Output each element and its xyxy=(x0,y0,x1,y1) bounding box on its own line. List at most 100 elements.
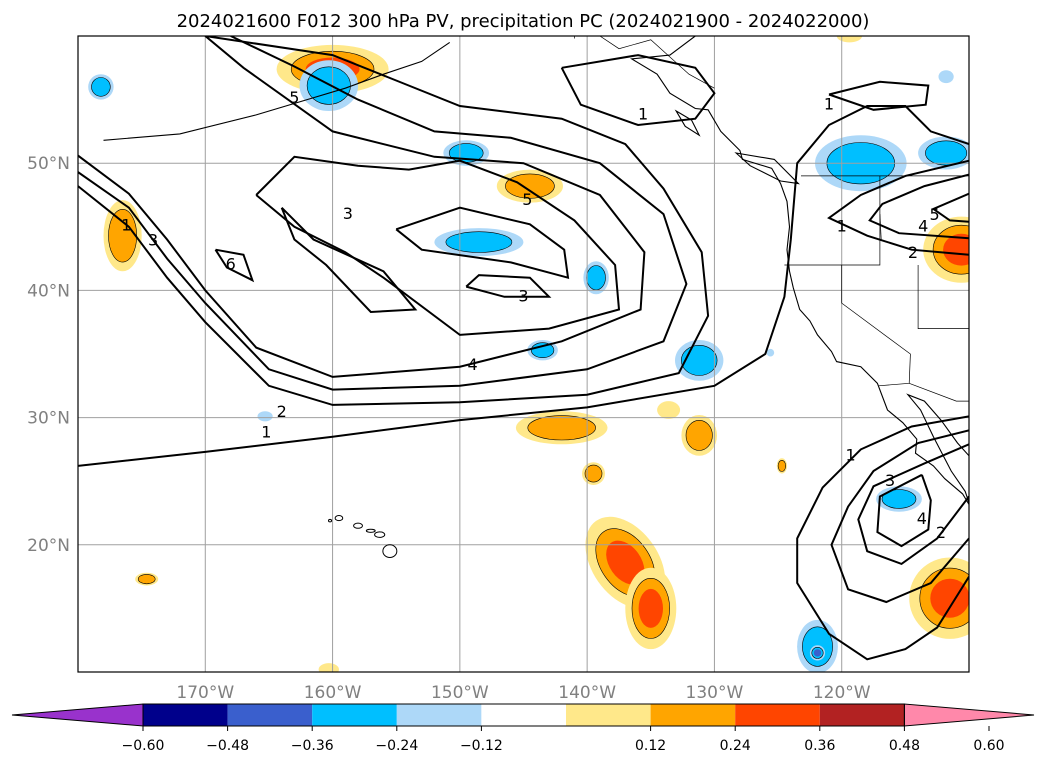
contour-label: 3 xyxy=(885,471,895,490)
longitude-tick-labels: 170°W 160°W 150°W 140°W 130°W 120°W xyxy=(176,683,870,703)
contour-label: 1 xyxy=(261,423,271,442)
contour-label: 5 xyxy=(522,190,532,209)
precip-negative-anomaly-region xyxy=(938,70,954,84)
latitude-tick-label: 40°N xyxy=(27,281,70,301)
pv-contour-line xyxy=(280,206,418,314)
longitude-tick-label: 140°W xyxy=(558,683,616,703)
pv-contour-line xyxy=(796,415,969,661)
hawaii-island xyxy=(374,531,386,538)
political-border xyxy=(909,382,969,402)
colorbar-segment xyxy=(735,704,820,726)
precip-positive-anomaly-region xyxy=(638,588,663,628)
pv-contour-line xyxy=(828,80,930,111)
precip-negative-anomaly-region xyxy=(586,265,606,291)
contour-label: 2 xyxy=(277,402,287,421)
precip-negative-anomaly-region xyxy=(813,649,822,657)
latitude-tick-labels: 20°N 30°N 40°N 50°N xyxy=(27,154,70,556)
precip-positive-anomaly-region xyxy=(930,578,969,618)
precip-negative-anomaly-region xyxy=(91,77,111,97)
precip-positive-anomaly-region xyxy=(584,464,603,483)
pv-contour-line xyxy=(876,473,932,548)
colorbar-tick-label: −0.36 xyxy=(291,738,334,754)
coastlines xyxy=(103,36,969,559)
colorbar-segment xyxy=(819,704,905,726)
pv-contour-line xyxy=(78,105,969,467)
precip-negative-anomaly-region xyxy=(257,411,273,422)
precip-positive-anomaly-region xyxy=(137,574,156,585)
colorbar-tick-label: 0.48 xyxy=(889,738,920,754)
hawaii-island xyxy=(328,518,333,523)
latitude-tick-label: 50°N xyxy=(27,154,70,174)
contour-label: 1 xyxy=(638,105,648,124)
precip-negative-anomaly-region xyxy=(306,66,351,105)
pv-contour-line xyxy=(830,429,969,604)
pv-contour-line xyxy=(78,36,710,406)
colorbar-tick-label: −0.12 xyxy=(460,738,503,754)
precip-positive-anomaly-region xyxy=(505,173,555,199)
contour-label: 3 xyxy=(148,231,158,250)
precip-positive-anomaly-region xyxy=(318,663,339,672)
colorbar-tick-label: −0.24 xyxy=(375,738,418,754)
longitude-tick-label: 170°W xyxy=(176,683,234,703)
hawaii-island xyxy=(334,515,344,522)
political-border xyxy=(841,265,911,387)
colorbar-tick-label: 0.24 xyxy=(720,738,751,754)
contour-label: 5 xyxy=(289,88,299,107)
longitude-tick-label: 160°W xyxy=(304,683,362,703)
pv-contour-line xyxy=(857,443,969,566)
precip-positive-anomaly-region xyxy=(606,540,645,585)
colorbar-segment xyxy=(312,704,397,726)
aleutian-alaska-coast xyxy=(103,41,451,141)
colorbar-extend-min xyxy=(11,703,144,727)
colorbar-extend-max xyxy=(903,703,1035,727)
colorbar-segment xyxy=(566,704,651,726)
pv-contour-line xyxy=(827,159,969,256)
contour-label: 1 xyxy=(837,217,847,236)
map-frame xyxy=(77,35,970,673)
haida-gwaii-island xyxy=(674,109,701,137)
contour-label: 5 xyxy=(930,205,940,224)
hawaii-island xyxy=(353,522,363,529)
precip-negative-anomaly-region xyxy=(445,231,513,253)
precip-positive-anomaly-region xyxy=(685,419,713,451)
precipitation-anomaly-layer xyxy=(88,36,969,672)
pv-contours xyxy=(78,36,969,661)
colorbar-tick-label: 0.12 xyxy=(635,738,666,754)
colorbar-segment xyxy=(481,704,566,726)
hawaii-island xyxy=(365,528,376,533)
contour-label: 6 xyxy=(226,255,236,274)
political-border xyxy=(599,36,715,89)
longitude-tick-label: 130°W xyxy=(686,683,744,703)
colorbar-segment xyxy=(650,704,736,726)
pv-contour-line xyxy=(868,173,969,240)
latitude-tick-label: 30°N xyxy=(27,409,70,429)
pv-contour-line xyxy=(465,274,552,298)
precip-positive-anomaly-region xyxy=(657,401,681,419)
contour-label: 3 xyxy=(343,204,353,223)
colorbar-segment xyxy=(227,704,313,726)
pv-contour-line xyxy=(78,36,646,378)
political-border xyxy=(879,214,882,240)
contour-label: 4 xyxy=(917,509,927,528)
precip-positive-anomaly-region xyxy=(777,459,787,472)
longitude-tick-label: 150°W xyxy=(431,683,489,703)
colorbar-tick-label: 0.36 xyxy=(804,738,835,754)
contour-label: 2 xyxy=(936,523,946,542)
colorbar-tick-label: −0.48 xyxy=(206,738,249,754)
contour-label: 3 xyxy=(518,286,528,305)
pv-contour-line xyxy=(560,54,716,127)
precip-negative-anomaly-region xyxy=(881,489,917,509)
contour-label: 1 xyxy=(824,94,834,113)
lat-lon-gridlines xyxy=(78,36,969,672)
hawaii-island xyxy=(382,544,398,559)
colorbar-tick-label: −0.60 xyxy=(122,738,165,754)
pv-contour-line xyxy=(395,206,570,280)
contour-label: 1 xyxy=(846,445,856,464)
precip-negative-anomaly-region xyxy=(680,344,718,376)
colorbar-outline xyxy=(142,703,905,727)
precip-negative-anomaly-region xyxy=(925,140,968,166)
precip-negative-anomaly-region xyxy=(766,348,775,357)
